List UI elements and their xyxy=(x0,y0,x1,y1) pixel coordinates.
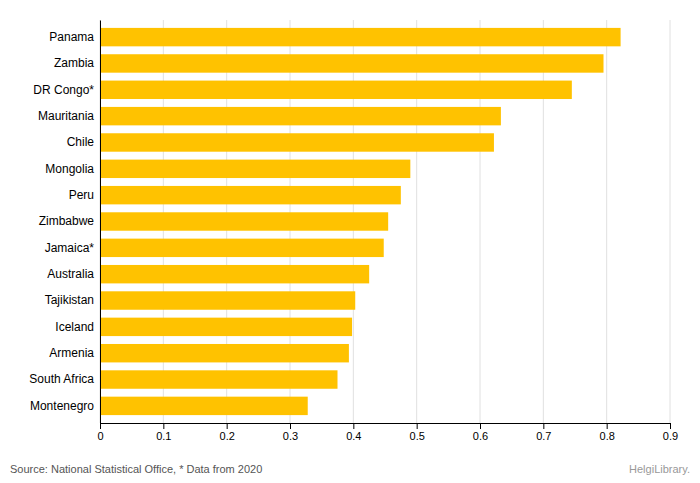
bar xyxy=(100,291,355,309)
tick: 0.4 xyxy=(346,423,361,442)
bar xyxy=(100,318,352,336)
category-label: Zambia xyxy=(54,56,94,70)
category-label: Jamaica* xyxy=(45,241,95,255)
grid-line xyxy=(100,20,101,423)
tick: Tajikistan xyxy=(45,293,94,307)
bar xyxy=(100,370,338,388)
bar xyxy=(100,160,410,178)
grid-line xyxy=(543,20,544,423)
annotation: Source: National Statistical Office, * D… xyxy=(10,463,262,475)
tick: 0.6 xyxy=(473,423,488,442)
tick: 0 xyxy=(97,423,103,442)
tick-mark xyxy=(480,423,481,429)
tick: Peru xyxy=(69,188,94,202)
tick-mark xyxy=(670,423,671,429)
tick: Jamaica* xyxy=(45,241,95,255)
tick-mark xyxy=(100,423,101,429)
category-label: Mauritania xyxy=(38,109,94,123)
tick-label: 0.3 xyxy=(283,430,298,442)
tick-label: 0.9 xyxy=(663,430,678,442)
tick: Zambia xyxy=(54,56,94,70)
tick: Australia xyxy=(47,267,94,281)
bar xyxy=(100,265,369,283)
tick: Panama xyxy=(49,30,94,44)
tick-label: 0.1 xyxy=(156,430,171,442)
tick-label: 0.2 xyxy=(220,430,235,442)
tick-mark xyxy=(607,423,608,429)
plot: 0 0.1 0.2 0.3 0.4 0.5 0.6 0.7 0.8 0.9 Panama Zambia… xyxy=(29,20,678,442)
tick-label: 0.5 xyxy=(410,430,425,442)
grid-line xyxy=(416,20,417,423)
tick-mark xyxy=(543,423,544,429)
tick: 0.3 xyxy=(283,423,298,442)
tick: 0.9 xyxy=(663,423,678,442)
category-label: Australia xyxy=(47,267,94,281)
axis-line xyxy=(101,424,671,430)
category-label: Chile xyxy=(67,135,95,149)
category-label: Tajikistan xyxy=(45,293,94,307)
axis-line xyxy=(100,21,101,424)
tick: South Africa xyxy=(29,372,94,386)
tick-label: 0 xyxy=(97,430,103,442)
bar xyxy=(100,54,604,72)
tick: 0.5 xyxy=(410,423,425,442)
bar xyxy=(100,239,384,257)
tick: DR Congo* xyxy=(33,83,94,97)
tick: Montenegro xyxy=(30,399,94,413)
tick-mark xyxy=(417,423,418,429)
tick: Zimbabwe xyxy=(39,214,95,228)
category-label: Peru xyxy=(69,188,94,202)
category-label: Armenia xyxy=(49,346,94,360)
tick-mark xyxy=(163,423,164,429)
bar xyxy=(100,212,388,230)
tick-mark xyxy=(353,423,354,429)
grid-line xyxy=(606,20,607,423)
bar xyxy=(100,133,494,151)
tick: 0.2 xyxy=(220,423,235,442)
tick: 0.7 xyxy=(536,423,551,442)
category-label: Iceland xyxy=(55,320,94,334)
grid-line xyxy=(670,20,671,423)
tick-label: 0.8 xyxy=(600,430,615,442)
category-label: South Africa xyxy=(29,372,94,386)
grid-line xyxy=(480,20,481,423)
y-axis: Panama Zambia DR Congo* Mauritania Chile Mong… xyxy=(29,21,100,424)
bar xyxy=(100,28,621,46)
tick-label: 0.4 xyxy=(346,430,361,442)
bar xyxy=(100,344,349,362)
tick: Chile xyxy=(67,135,95,149)
tick: Armenia xyxy=(49,346,94,360)
category-label: Panama xyxy=(49,30,94,44)
chart: 0 0.1 0.2 0.3 0.4 0.5 0.6 0.7 0.8 0.9 Panama Zambia… xyxy=(0,0,700,483)
tick-label: 0.6 xyxy=(473,430,488,442)
tick-mark xyxy=(290,423,291,429)
tick-mark xyxy=(227,423,228,429)
category-label: Montenegro xyxy=(30,399,94,413)
category-label: Zimbabwe xyxy=(39,214,95,228)
bars xyxy=(100,28,621,415)
tick: 0.1 xyxy=(156,423,171,442)
bar xyxy=(100,81,572,99)
bar xyxy=(100,397,308,415)
tick: Iceland xyxy=(55,320,94,334)
grid xyxy=(100,20,670,423)
tick: Mauritania xyxy=(38,109,94,123)
tick-label: 0.7 xyxy=(536,430,551,442)
category-label: DR Congo* xyxy=(33,83,94,97)
tick: 0.8 xyxy=(600,423,615,442)
bar xyxy=(100,107,501,125)
category-label: Mongolia xyxy=(45,162,94,176)
annotation: HelgiLibrary. xyxy=(629,463,690,475)
x-axis: 0 0.1 0.2 0.3 0.4 0.5 0.6 0.7 0.8 0.9 xyxy=(97,423,678,442)
bar xyxy=(100,186,401,204)
tick: Mongolia xyxy=(45,162,94,176)
